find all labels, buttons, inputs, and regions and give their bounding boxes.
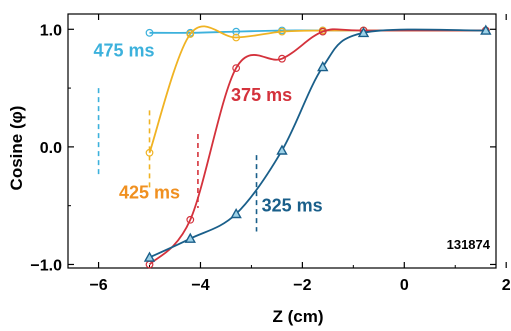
series-layer [143, 24, 492, 269]
series-line [148, 28, 486, 266]
data-point [317, 60, 329, 72]
data-point [276, 144, 288, 155]
y-tick-label: −1.0 [30, 257, 62, 274]
data-point [186, 215, 195, 224]
data-point [184, 232, 196, 243]
series-line [149, 28, 486, 259]
x-tick-label: 0 [400, 277, 409, 294]
data-point [232, 33, 241, 42]
data-point [143, 251, 156, 262]
data-point [357, 26, 370, 38]
x-tick-label: −6 [89, 277, 107, 294]
x-tick-label: −4 [191, 277, 209, 294]
data-point [230, 207, 242, 219]
figure-id-annotation: 131874 [447, 237, 491, 252]
data-point [145, 28, 154, 37]
data-point [186, 30, 195, 38]
y-tick-label: 1.0 [40, 22, 62, 39]
x-tick-label: −2 [293, 277, 311, 294]
series-label: 325 ms [262, 196, 323, 216]
series-line [148, 25, 486, 154]
series-325-ms [143, 24, 492, 262]
y-axis-label: Cosine (φ) [7, 106, 26, 191]
plot-area: −6 −4 −2 0 2 −1.0 0.0 1.0 [30, 13, 511, 294]
x-tick-label: 2 [502, 277, 511, 294]
data-point [232, 64, 241, 72]
y-tick-label: 0.0 [40, 140, 62, 157]
labels-layer: 325 ms 375 ms 425 ms 475 ms [93, 40, 323, 232]
plot-frame [67, 13, 497, 269]
data-point [278, 54, 286, 63]
data-point [278, 27, 286, 36]
x-axis-label: Z (cm) [273, 307, 324, 326]
series-label: 375 ms [231, 85, 292, 105]
data-point [318, 27, 327, 36]
series-label: 475 ms [93, 40, 154, 60]
data-point [480, 24, 492, 35]
data-point [232, 27, 241, 36]
series-label: 425 ms [119, 183, 180, 203]
